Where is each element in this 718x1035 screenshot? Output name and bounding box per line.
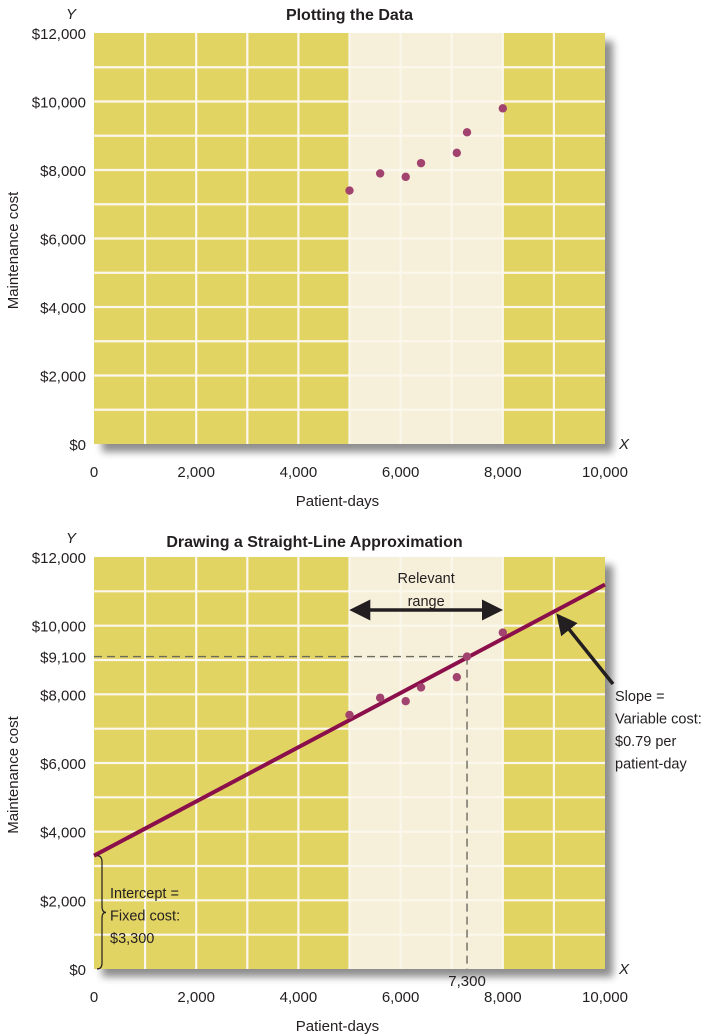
data-point xyxy=(498,104,507,113)
x-axis-label: Patient-days xyxy=(296,1018,379,1035)
grid xyxy=(94,557,605,969)
x-axis-label: Patient-days xyxy=(296,493,379,510)
fit-line xyxy=(93,582,606,858)
data-point xyxy=(416,158,426,168)
y-tick-label: $2,000 xyxy=(40,893,86,910)
y-tick-label: $6,000 xyxy=(40,232,86,249)
x-axis-letter: X xyxy=(618,436,630,453)
data-point xyxy=(452,672,462,682)
x-tick-label: 4,000 xyxy=(280,464,318,481)
intercept-label-line: $3,300 xyxy=(110,931,154,947)
y-axis-letter: Y xyxy=(66,6,77,23)
data-point xyxy=(375,693,385,702)
data-point xyxy=(375,169,385,178)
data-point xyxy=(462,128,472,137)
y-tick-label: $8,000 xyxy=(40,687,86,704)
x-axis-letter: X xyxy=(618,961,630,978)
x-tick-label: 0 xyxy=(90,989,98,1006)
y-tick-label: $10,000 xyxy=(32,619,86,636)
x-tick-label: 2,000 xyxy=(177,989,215,1006)
x-tick-label: 8,000 xyxy=(484,464,522,481)
slope-label-line: Slope = xyxy=(615,689,665,705)
chart-title: Drawing a Straight-Line Approximation xyxy=(166,534,462,551)
slope-arrow xyxy=(556,613,615,686)
x-tick-label: 6,000 xyxy=(382,989,420,1006)
x-tick-label: 8,000 xyxy=(484,989,522,1006)
x-tick-label: 2,000 xyxy=(177,464,215,481)
x-tick-label: 6,000 xyxy=(382,464,420,481)
intercept-label-line: Fixed cost: xyxy=(110,909,180,925)
y-tick-label: $10,000 xyxy=(32,95,86,112)
data-point xyxy=(498,628,507,637)
y-axis-label: Maintenance cost xyxy=(5,191,22,309)
x-tick-label: 0 xyxy=(90,464,98,481)
y-tick-label: $0 xyxy=(69,437,86,454)
y-tick-label: $6,000 xyxy=(40,756,86,773)
relevant-range-label-line2: range xyxy=(408,594,445,610)
slope-label-line: $0.79 per xyxy=(615,734,676,750)
data-point xyxy=(452,148,462,158)
grid xyxy=(94,33,605,444)
data-point xyxy=(401,172,410,182)
y-axis-letter: Y xyxy=(66,530,77,547)
reference-x-label: 7,300 xyxy=(448,973,486,990)
y-tick-label: $2,000 xyxy=(40,369,86,386)
data-point xyxy=(401,697,410,706)
x-tick-label: 10,000 xyxy=(582,989,628,1006)
y-tick-label: $9,100 xyxy=(40,650,86,667)
y-tick-label: $8,000 xyxy=(40,163,86,180)
x-tick-label: 10,000 xyxy=(582,464,628,481)
intercept-label-line: Intercept = xyxy=(110,886,179,902)
data-point xyxy=(462,652,472,661)
data-point xyxy=(345,710,354,720)
intercept-brace xyxy=(96,855,107,970)
y-tick-label: $4,000 xyxy=(40,300,86,317)
chart-straight-line-approximation: Drawing a Straight-Line Approximation Y X $… xyxy=(5,530,702,1035)
data-point xyxy=(416,683,426,692)
y-tick-label: $12,000 xyxy=(32,550,86,567)
y-axis-label: Maintenance cost xyxy=(5,715,22,833)
x-tick-label: 4,000 xyxy=(280,989,318,1006)
y-tick-label: $4,000 xyxy=(40,825,86,842)
slope-label-line: Variable cost: xyxy=(615,712,702,728)
y-tick-label: $12,000 xyxy=(32,26,86,43)
chart-plotting-the-data: Plotting the Data Y X $0 $2,000 $4,000 $6,000 $… xyxy=(5,6,630,510)
slope-label-line: patient-day xyxy=(615,757,687,773)
data-point xyxy=(345,186,354,195)
chart-title: Plotting the Data xyxy=(286,7,413,24)
y-tick-label: $0 xyxy=(69,962,86,979)
relevant-range-label-line1: Relevant xyxy=(398,571,455,587)
